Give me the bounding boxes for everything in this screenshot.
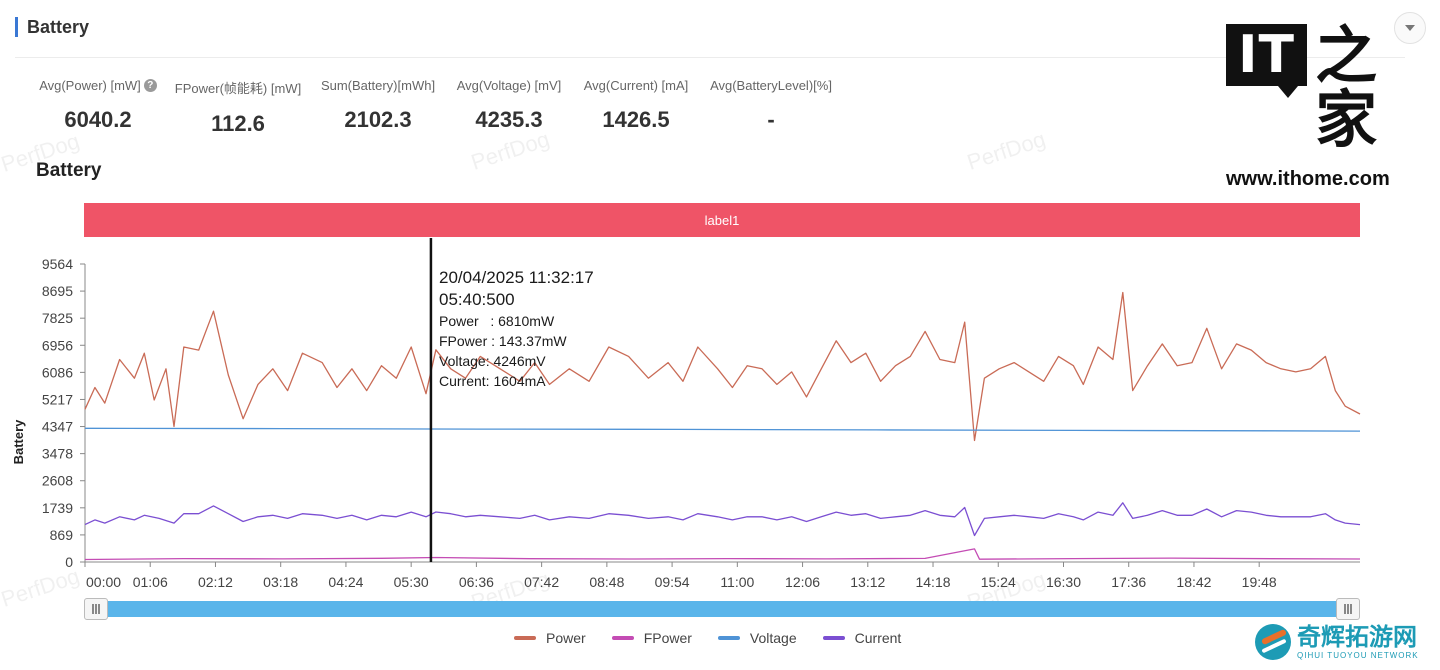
brand-en: QIHUI TUOYOU NETWORK bbox=[1297, 650, 1419, 660]
y-tick-label: 869 bbox=[50, 527, 74, 543]
stat-avg-current: Avg(Current) [mA] 1426.5 bbox=[572, 78, 700, 137]
x-tick-label: 00:00 bbox=[86, 574, 121, 590]
stat-avg-battery-level: Avg(BatteryLevel)[%] - bbox=[700, 78, 842, 137]
y-tick-label: 9564 bbox=[42, 256, 73, 272]
stat-label: Avg(Current) [mA] bbox=[583, 78, 689, 93]
y-tick-label: 2608 bbox=[42, 473, 73, 489]
stats-row: Avg(Power) [mW]? 6040.2 FPower(帧能耗) [mW]… bbox=[30, 78, 842, 137]
x-axis: 00:00 01:06 02:12 03:18 04:24 05:30 06:36 07:42… bbox=[84, 561, 1360, 590]
label-band[interactable]: label1 bbox=[84, 203, 1360, 237]
collapse-toggle-button[interactable] bbox=[1394, 12, 1426, 44]
x-tick-label: 11:00 bbox=[720, 574, 754, 590]
stat-value: 1426.5 bbox=[602, 107, 670, 132]
stat-value: 6040.2 bbox=[64, 107, 132, 132]
legend-item-voltage[interactable]: Voltage bbox=[717, 630, 797, 646]
chart-legend: Power FPower Voltage Current bbox=[514, 630, 927, 646]
x-tick-label: 09:54 bbox=[655, 574, 690, 590]
brand-cn: 奇辉拓游网 bbox=[1297, 623, 1417, 651]
section-title: Battery bbox=[27, 16, 90, 37]
series-line-fpower[interactable] bbox=[84, 548, 1361, 561]
stat-value: 4235.3 bbox=[475, 107, 543, 132]
stat-value: 2102.3 bbox=[344, 107, 412, 132]
slider-handle-right[interactable] bbox=[1336, 598, 1360, 620]
range-slider[interactable] bbox=[84, 598, 1360, 620]
y-tick-label: 1739 bbox=[42, 500, 73, 516]
y-tick-label: 8695 bbox=[42, 283, 73, 299]
stat-label: Avg(Power) [mW] bbox=[39, 78, 141, 93]
legend-label: Current bbox=[854, 630, 902, 646]
chevron-down-icon bbox=[1405, 25, 1415, 31]
legend-item-power[interactable]: Power bbox=[514, 630, 586, 646]
x-tick-label: 13:12 bbox=[850, 574, 885, 590]
section-accent-bar bbox=[15, 17, 18, 37]
x-tick-label: 18:42 bbox=[1176, 574, 1211, 590]
x-tick-label: 03:18 bbox=[263, 574, 298, 590]
x-tick-label: 02:12 bbox=[198, 574, 233, 590]
help-icon[interactable]: ? bbox=[143, 79, 157, 92]
stat-avg-power: Avg(Power) [mW]? 6040.2 bbox=[30, 78, 166, 137]
y-tick-label: 0 bbox=[65, 554, 73, 570]
logo-jia: 之家 bbox=[1315, 19, 1378, 156]
stat-label: Avg(Voltage) [mV] bbox=[456, 78, 562, 93]
qihui-brand-logo: 奇辉拓游网 QIHUI TUOYOU NETWORK bbox=[1255, 624, 1419, 660]
stat-label: FPower(帧能耗) [mW] bbox=[174, 81, 302, 96]
y-tick-label: 7825 bbox=[42, 310, 73, 326]
logo-it: IT bbox=[1226, 24, 1308, 98]
legend-label: FPower bbox=[643, 630, 692, 646]
y-tick-label: 3478 bbox=[42, 446, 73, 462]
stat-avg-voltage: Avg(Voltage) [mV] 4235.3 bbox=[446, 78, 572, 137]
x-tick-label: 12:06 bbox=[785, 574, 820, 590]
section-header: Battery bbox=[15, 14, 89, 40]
y-tick-label: 5217 bbox=[42, 391, 73, 407]
legend-swatch bbox=[514, 636, 536, 640]
y-tick-label: 4347 bbox=[42, 419, 73, 435]
x-tick-label: 05:30 bbox=[394, 574, 429, 590]
y-axis-title: Battery bbox=[11, 419, 26, 465]
series-line-current[interactable] bbox=[84, 502, 1361, 537]
legend-item-current[interactable]: Current bbox=[822, 630, 902, 646]
legend-label: Voltage bbox=[749, 630, 797, 646]
brand-globe-icon bbox=[1255, 624, 1291, 660]
legend-label: Power bbox=[546, 630, 586, 646]
stat-label: Avg(BatteryLevel)[%] bbox=[710, 78, 832, 93]
slider-handle-left[interactable] bbox=[84, 598, 108, 620]
x-tick-label: 07:42 bbox=[524, 574, 559, 590]
header-divider bbox=[15, 57, 1405, 58]
series-group bbox=[84, 291, 1361, 561]
x-tick-label: 01:06 bbox=[133, 574, 168, 590]
grip-icon bbox=[1344, 604, 1352, 614]
x-tick-label: 06:36 bbox=[459, 574, 494, 590]
x-tick-label: 08:48 bbox=[589, 574, 624, 590]
y-tick-label: 6956 bbox=[42, 337, 73, 353]
x-tick-label: 15:24 bbox=[981, 574, 1016, 590]
stat-value: - bbox=[767, 107, 775, 132]
chart-title: Battery bbox=[36, 160, 102, 181]
x-tick-label: 19:48 bbox=[1242, 574, 1277, 590]
legend-swatch bbox=[822, 636, 845, 640]
series-line-voltage[interactable] bbox=[84, 427, 1361, 432]
legend-swatch bbox=[611, 636, 634, 640]
logo-url: www.ithome.com bbox=[1226, 168, 1390, 190]
stat-label: Sum(Battery)[mWh] bbox=[320, 78, 436, 93]
series-line-power[interactable] bbox=[84, 291, 1361, 442]
slider-track[interactable] bbox=[94, 601, 1350, 617]
y-axis: 0 869 1739 2608 3478 4347 5217 6086 6956 7825 8695… bbox=[42, 256, 86, 570]
legend-item-fpower[interactable]: FPower bbox=[611, 630, 692, 646]
legend-swatch bbox=[717, 636, 740, 640]
x-tick-label: 04:24 bbox=[328, 574, 363, 590]
stat-fpower: FPower(帧能耗) [mW] 112.6 bbox=[166, 78, 310, 137]
x-tick-label: 17:36 bbox=[1111, 574, 1146, 590]
ithome-logo: IT 之家 www.ithome.com bbox=[1226, 24, 1422, 191]
grip-icon bbox=[92, 604, 100, 614]
x-tick-label: 16:30 bbox=[1046, 574, 1081, 590]
y-tick-label: 6086 bbox=[42, 364, 73, 380]
stat-sum-battery: Sum(Battery)[mWh] 2102.3 bbox=[310, 78, 446, 137]
stat-value: 112.6 bbox=[211, 111, 265, 136]
x-tick-label: 14:18 bbox=[915, 574, 950, 590]
